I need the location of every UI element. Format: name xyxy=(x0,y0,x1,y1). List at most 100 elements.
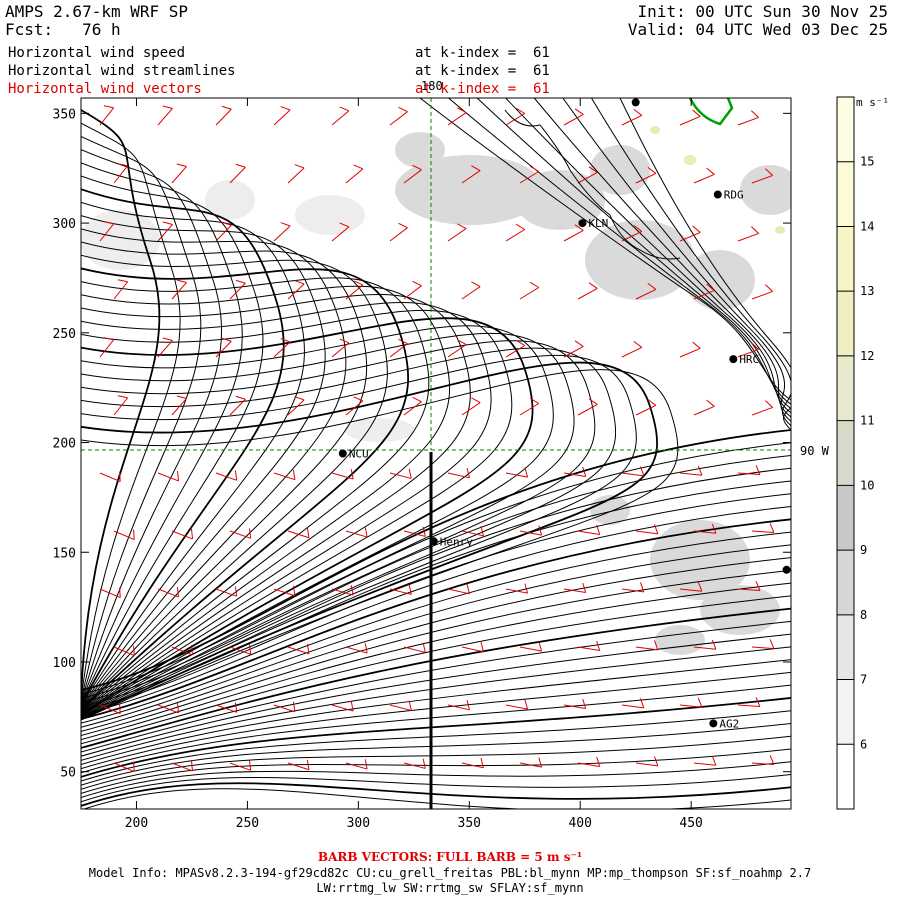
wind-barb xyxy=(519,641,543,652)
wind-barb xyxy=(273,701,296,713)
station-marker xyxy=(713,190,722,199)
streamline xyxy=(81,354,637,719)
wind-barb xyxy=(577,166,598,184)
streamline xyxy=(81,201,305,706)
wind-barb xyxy=(635,640,659,651)
wind-barb xyxy=(447,223,467,242)
wind-barb xyxy=(635,398,657,416)
wind-barb xyxy=(693,639,717,650)
wind-barb xyxy=(693,399,715,416)
colorbar-tick-label: 13 xyxy=(860,284,874,298)
wind-barb xyxy=(679,109,701,126)
coastline xyxy=(504,109,681,260)
streamline xyxy=(81,761,791,799)
field-label-vectors: Horizontal wind vectors xyxy=(8,81,202,97)
wind-barb xyxy=(229,528,252,539)
wind-barb xyxy=(287,280,305,300)
wind-barb xyxy=(389,700,412,711)
streamline xyxy=(81,175,264,705)
model-info: Model Info: MPASv8.2.3-194-gf29cd82c CU:… xyxy=(0,866,900,896)
wind-barb xyxy=(157,221,173,242)
streamline xyxy=(591,98,791,427)
streamline xyxy=(81,697,791,778)
wind-barb xyxy=(519,525,543,536)
wind-barb xyxy=(447,583,470,595)
streamline xyxy=(81,254,388,710)
wind-barb xyxy=(519,757,543,768)
wind-barb xyxy=(99,471,121,483)
field-level-vectors: at k-index = 61 xyxy=(415,81,550,97)
wind-barb xyxy=(693,283,715,300)
wind-barb xyxy=(273,338,291,358)
wind-barb xyxy=(345,164,364,184)
station-label: AG2 xyxy=(719,717,739,730)
init-time: Init: 00 UTC Sun 30 Nov 25 xyxy=(637,2,888,21)
wind-barb xyxy=(403,642,426,653)
streamline xyxy=(81,646,791,761)
wind-barb xyxy=(693,755,717,766)
colorbar-swatch xyxy=(837,291,854,356)
wind-barb xyxy=(229,644,252,655)
wind-barb xyxy=(447,107,467,126)
wind-barb xyxy=(505,467,529,478)
streamline xyxy=(419,98,791,401)
wind-barb xyxy=(215,337,232,358)
y-tick-label: 50 xyxy=(60,766,76,781)
streamline xyxy=(81,557,791,732)
colorbar-units: m s⁻¹ xyxy=(856,96,889,109)
wind-barb xyxy=(751,639,775,650)
wind-barb xyxy=(331,338,350,358)
wind-barb xyxy=(751,755,775,766)
colorbar-tick-label: 10 xyxy=(860,478,874,492)
streamline xyxy=(81,369,679,721)
field-label-streamlines: Horizontal wind streamlines xyxy=(8,63,236,79)
wind-barb xyxy=(577,282,598,300)
wind-barb xyxy=(229,279,246,300)
wind-barb xyxy=(113,645,135,657)
wind-barb xyxy=(563,340,584,358)
wind-barb xyxy=(171,395,187,416)
streamline xyxy=(81,633,791,757)
streamlines xyxy=(81,98,791,809)
wind-barb xyxy=(389,468,412,479)
streamline xyxy=(533,98,791,418)
wind-barb xyxy=(679,465,703,476)
wind-barb xyxy=(577,524,601,535)
streamline xyxy=(81,569,791,737)
wind-barb xyxy=(505,107,526,126)
wind-barb xyxy=(577,640,601,651)
wind-barb xyxy=(679,341,701,358)
wind-barb xyxy=(563,698,587,709)
wind-barb xyxy=(635,282,657,300)
station-label: RDG xyxy=(724,189,744,202)
streamline xyxy=(81,340,596,718)
y-tick-label: 200 xyxy=(53,437,76,452)
wind-barb xyxy=(273,222,291,242)
wind-barb xyxy=(403,280,422,300)
streamline xyxy=(81,506,791,716)
wind-barb xyxy=(621,698,645,709)
x-tick-label: 250 xyxy=(236,816,259,831)
station-marker xyxy=(578,219,587,228)
streamline xyxy=(81,659,791,765)
forecast-hour: Fcst: 76 h xyxy=(5,20,121,39)
wind-barb xyxy=(157,470,180,482)
wind-barb xyxy=(621,340,643,358)
wind-barb xyxy=(171,163,187,184)
wind-barb xyxy=(519,165,540,184)
wind-barb xyxy=(157,702,180,714)
y-tick-label: 250 xyxy=(53,327,76,342)
field-label-speed: Horizontal wind speed xyxy=(8,45,186,61)
colorbar-swatch xyxy=(837,550,854,615)
wind-barb xyxy=(389,222,408,242)
streamline xyxy=(81,241,367,709)
streamline xyxy=(81,544,791,728)
wind-barb xyxy=(389,584,412,595)
colorbar-swatch xyxy=(837,226,854,292)
valid-time: Valid: 04 UTC Wed 03 Dec 25 xyxy=(627,20,888,39)
wind-barb xyxy=(215,470,238,481)
colorbar-tick-label: 6 xyxy=(860,737,867,751)
station-marker xyxy=(631,98,640,107)
streamline xyxy=(81,722,791,786)
y-tick-label: 100 xyxy=(53,656,76,671)
